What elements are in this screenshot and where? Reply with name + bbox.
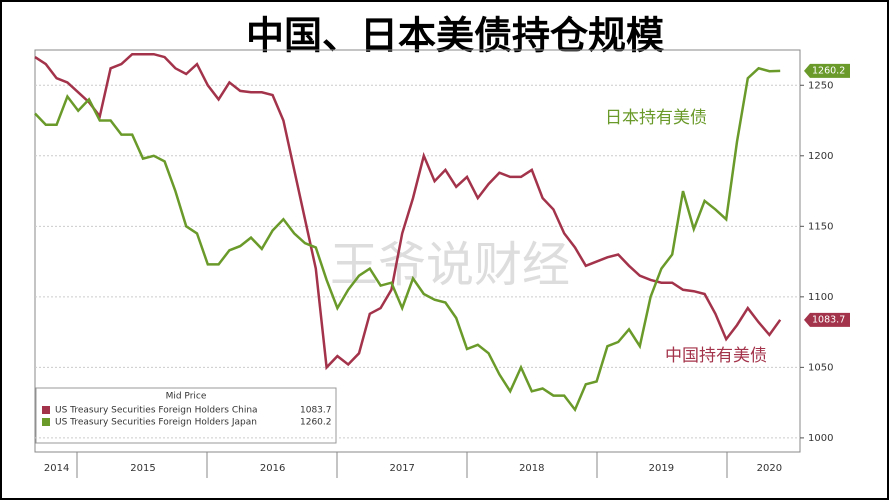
x-tick-label: 2017 — [389, 463, 414, 474]
legend-value: 1260.2 — [300, 418, 332, 428]
y-tick-label: 1150 — [808, 221, 833, 232]
plot-area — [34, 49, 801, 453]
legend-swatch — [42, 418, 50, 426]
legend — [35, 387, 337, 444]
legend-label: US Treasury Securities Foreign Holders J… — [55, 418, 257, 428]
legend-label: US Treasury Securities Foreign Holders C… — [55, 406, 258, 416]
legend-value: 1083.7 — [300, 406, 332, 416]
last-value-label: 1083.7 — [812, 314, 845, 325]
last-value-label: 1260.2 — [812, 65, 845, 76]
x-tick-label: 2019 — [649, 463, 674, 474]
y-tick-label: 1000 — [808, 433, 833, 444]
annotation: 日本持有美债 — [605, 108, 707, 128]
y-tick-label: 1200 — [808, 151, 833, 162]
x-tick-label: 2016 — [260, 463, 285, 474]
x-tick-label: 2015 — [130, 463, 155, 474]
watermark: 王爷说财经 — [330, 237, 570, 293]
x-tick-label: 2018 — [519, 463, 544, 474]
legend-title: Mid Price — [166, 392, 207, 402]
legend-swatch — [42, 406, 50, 414]
last-value-tag — [804, 63, 850, 78]
x-tick-label: 2014 — [44, 463, 69, 474]
y-tick-label: 1050 — [808, 362, 833, 373]
y-tick-label: 1250 — [808, 80, 833, 91]
annotation: 中国持有美债 — [665, 346, 767, 366]
line — [34, 66, 781, 413]
last-value-tag — [804, 312, 850, 327]
chart-title: 中国、日本美债持仓规模 — [246, 14, 664, 58]
x-tick-label: 2020 — [757, 463, 782, 474]
y-tick-label: 1100 — [808, 292, 833, 303]
